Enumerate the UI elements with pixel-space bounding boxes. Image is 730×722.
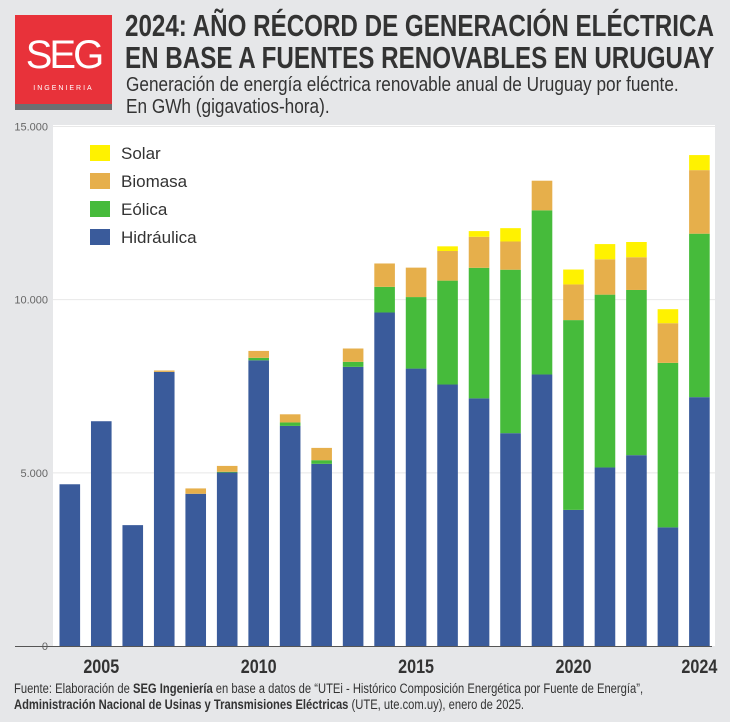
bar-biomasa-2015 xyxy=(405,267,427,298)
bar-solar-2024 xyxy=(689,155,710,171)
page-title: 2024: AÑO RÉCORD DE GENERACIÓN ELÉCTRICA… xyxy=(125,10,714,74)
bar-hidráulica-2013 xyxy=(342,366,364,646)
source-note: Fuente: Elaboración de SEG Ingeniería en… xyxy=(14,681,720,713)
bar-hidráulica-2022 xyxy=(626,455,647,646)
bar-hidráulica-2018 xyxy=(500,433,521,646)
legend-label: Eólica xyxy=(121,200,168,219)
legend-swatch-hidráulica xyxy=(90,229,110,245)
bar-biomasa-2013 xyxy=(342,348,364,362)
bar-eólica-2012 xyxy=(311,460,332,464)
bar-eólica-2023 xyxy=(657,362,679,528)
x-tick-label: 2010 xyxy=(241,656,277,678)
logo-tagline: INGENIERIA xyxy=(33,85,94,92)
bar-eólica-2022 xyxy=(626,289,647,456)
source-bold-2: Administración Nacional de Usinas y Tran… xyxy=(14,697,349,712)
seg-logo: SEG INGENIERIA xyxy=(15,15,112,110)
bar-biomasa-2022 xyxy=(626,257,647,290)
title-line-2: EN BASE A FUENTES RENOVABLES EN URUGUAY xyxy=(125,40,715,75)
logo-brand: SEG xyxy=(25,33,104,77)
bar-solar-2020 xyxy=(563,269,584,285)
x-tick-label: 2015 xyxy=(398,656,434,678)
bar-eólica-2024 xyxy=(689,233,710,398)
title-line-1: 2024: AÑO RÉCORD DE GENERACIÓN ELÉCTRICA xyxy=(125,8,714,43)
bar-hidráulica-2010 xyxy=(248,360,269,646)
bar-biomasa-2009 xyxy=(216,465,238,472)
bar-biomasa-2014 xyxy=(374,263,395,287)
bar-hidráulica-2021 xyxy=(594,467,616,646)
bar-hidráulica-2016 xyxy=(437,384,458,646)
bar-hidráulica-2017 xyxy=(468,398,490,646)
bar-hidráulica-2006 xyxy=(122,525,144,646)
source-bold-1: SEG Ingeniería xyxy=(132,681,213,696)
legend-label: Hidráulica xyxy=(121,228,197,247)
bar-biomasa-2023 xyxy=(657,323,679,363)
bar-eólica-2017 xyxy=(468,267,490,399)
bar-solar-2018 xyxy=(500,228,521,242)
bar-eólica-2009 xyxy=(216,471,238,473)
bar-hidráulica-2014 xyxy=(374,312,395,646)
bar-eólica-2020 xyxy=(563,320,584,510)
x-tick-label: 2024 xyxy=(681,656,717,678)
bar-hidráulica-2009 xyxy=(216,472,238,646)
source-text-3: (UTE, ute.com.uy), enero de 2025. xyxy=(348,697,525,712)
bar-hidráulica-2004 xyxy=(59,484,81,646)
bar-eólica-2016 xyxy=(437,280,458,385)
bar-hidráulica-2023 xyxy=(657,527,679,646)
bar-hidráulica-2019 xyxy=(531,374,553,646)
bar-eólica-2015 xyxy=(405,297,427,369)
bar-biomasa-2021 xyxy=(594,259,616,295)
bar-biomasa-2007 xyxy=(153,370,175,372)
bar-solar-2016 xyxy=(437,246,458,252)
bar-biomasa-2018 xyxy=(500,241,521,270)
x-tick-label: 2020 xyxy=(556,656,592,678)
legend-label: Biomasa xyxy=(121,172,188,191)
source-text-1: Fuente: Elaboración de xyxy=(14,681,133,696)
bar-hidráulica-2012 xyxy=(311,463,332,646)
bar-solar-2017 xyxy=(468,231,490,237)
bar-hidráulica-2007 xyxy=(153,371,175,646)
bar-hidráulica-2015 xyxy=(405,368,427,646)
bar-biomasa-2008 xyxy=(185,488,207,494)
bar-hidráulica-2020 xyxy=(563,509,584,646)
bar-eólica-2019 xyxy=(531,210,553,375)
legend-swatch-solar xyxy=(90,145,110,161)
bar-eólica-2013 xyxy=(342,361,364,367)
bar-biomasa-2017 xyxy=(468,236,490,268)
bar-solar-2023 xyxy=(657,309,679,324)
legend-swatch-eólica xyxy=(90,201,110,217)
bar-biomasa-2024 xyxy=(689,170,710,234)
y-tick-label: 10.000 xyxy=(14,295,48,307)
y-tick-label: 5.000 xyxy=(20,468,48,480)
bar-eólica-2010 xyxy=(248,357,269,361)
bar-biomasa-2020 xyxy=(563,284,584,321)
bar-biomasa-2011 xyxy=(279,414,301,423)
x-tick-label: 2005 xyxy=(83,656,119,678)
bar-biomasa-2016 xyxy=(437,251,458,281)
legend-label: Solar xyxy=(121,144,161,163)
bar-solar-2021 xyxy=(594,244,616,260)
bar-eólica-2018 xyxy=(500,269,521,434)
y-tick-label: 15.000 xyxy=(14,122,48,134)
logo-bar xyxy=(15,104,112,110)
legend-swatch-biomasa xyxy=(90,173,110,189)
bar-solar-2022 xyxy=(626,242,647,258)
bar-eólica-2011 xyxy=(279,422,301,426)
bar-biomasa-2010 xyxy=(248,350,269,358)
bar-hidráulica-2011 xyxy=(279,425,301,646)
bar-biomasa-2019 xyxy=(531,180,553,211)
subtitle: Generación de energía eléctrica renovabl… xyxy=(126,74,679,118)
bar-biomasa-2012 xyxy=(311,447,332,461)
bar-hidráulica-2008 xyxy=(185,493,207,646)
bar-hidráulica-2024 xyxy=(689,397,710,646)
bar-eólica-2014 xyxy=(374,286,395,313)
bar-hidráulica-2005 xyxy=(90,421,112,646)
source-text-2: en base a datos de “UTEi - Histórico Com… xyxy=(212,681,644,696)
bar-eólica-2021 xyxy=(594,294,616,468)
